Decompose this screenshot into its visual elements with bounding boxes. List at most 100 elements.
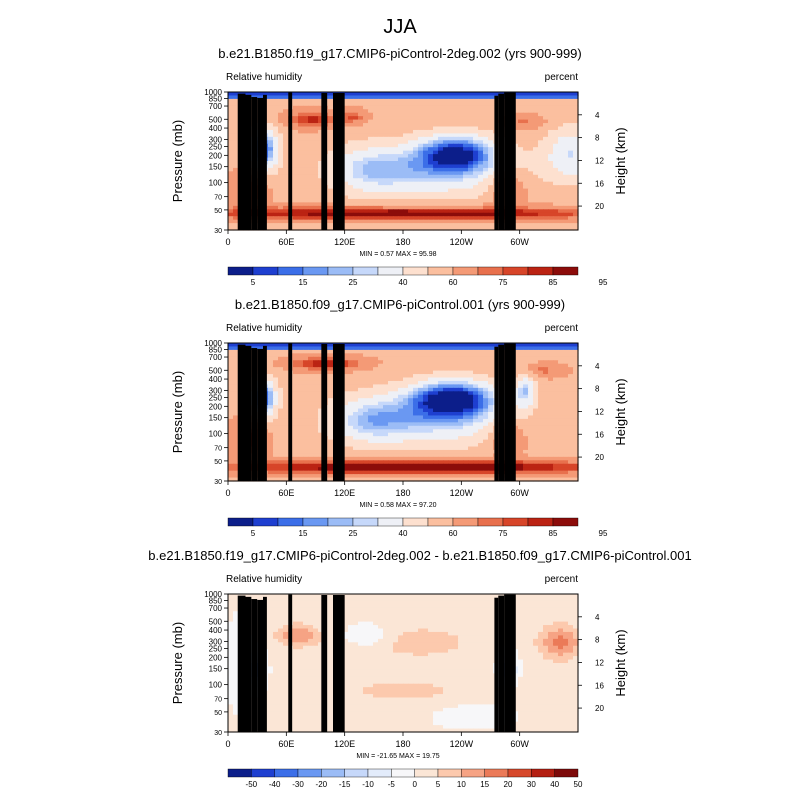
contour-cell: [328, 394, 334, 399]
contour-cell: [473, 178, 479, 183]
contour-cell: [353, 422, 359, 427]
contour-cell: [558, 216, 564, 221]
contour-cell: [438, 161, 444, 166]
contour-cell: [518, 112, 524, 117]
contour-cell: [318, 157, 324, 162]
contour-cell: [553, 136, 559, 141]
contour-cell: [393, 185, 399, 190]
contour-cell: [458, 102, 464, 107]
contour-cell: [418, 360, 424, 365]
contour-cell: [343, 143, 349, 148]
contour-cell: [528, 380, 534, 385]
contour-cell: [278, 92, 284, 97]
contour-cell: [283, 391, 289, 396]
contour-cell: [438, 98, 444, 103]
contour-cell: [303, 443, 309, 448]
contour-cell: [543, 157, 549, 162]
contour-cell: [403, 171, 409, 176]
contour-cell: [478, 185, 484, 190]
contour-cell: [373, 192, 379, 197]
contour-cell: [568, 394, 574, 399]
contour-cell: [318, 223, 324, 228]
contour-cell: [478, 374, 484, 379]
contour-cell: [278, 181, 284, 186]
contour-cell: [488, 98, 494, 103]
contour-cell: [363, 171, 369, 176]
contour-cell: [448, 119, 454, 124]
contour-cell: [373, 171, 379, 176]
panel: b.e21.B1850.f19_g17.CMIP6-piControl-2deg…: [170, 46, 628, 287]
contour-cell: [313, 164, 319, 169]
contour-cell: [463, 102, 469, 107]
contour-cell: [558, 346, 564, 351]
contour-cell: [558, 377, 564, 382]
contour-cell: [558, 129, 564, 134]
contour-cell: [473, 374, 479, 379]
contour-cell: [353, 126, 359, 131]
contour-cell: [543, 443, 549, 448]
contour-cell: [273, 209, 279, 214]
contour-cell: [568, 223, 574, 228]
contour-cell: [473, 195, 479, 200]
contour-cell: [458, 136, 464, 141]
contour-cell: [293, 92, 299, 97]
contour-cell: [308, 405, 314, 410]
contour-cell: [438, 154, 444, 159]
contour-cell: [378, 150, 384, 155]
contour-cell: [468, 370, 474, 375]
contour-cell: [468, 353, 474, 358]
contour-cell: [483, 415, 489, 420]
contour-cell: [473, 150, 479, 155]
contour-cell: [543, 387, 549, 392]
contour-cell: [463, 443, 469, 448]
contour-cell: [378, 223, 384, 228]
contour-cell: [533, 346, 539, 351]
contour-cell: [403, 405, 409, 410]
contour-cell: [448, 401, 454, 406]
contour-cell: [228, 133, 234, 138]
contour-cell: [228, 205, 234, 210]
colorbar-label: 25: [349, 278, 358, 287]
contour-cell: [408, 212, 414, 217]
contour-cell: [438, 418, 444, 423]
contour-cell: [398, 185, 404, 190]
contour-cell: [383, 174, 389, 179]
contour-cell: [293, 405, 299, 410]
contour-cell: [293, 212, 299, 217]
contour-cell: [398, 429, 404, 434]
contour-cell: [343, 370, 349, 375]
contour-cell: [518, 349, 524, 354]
contour-cell: [513, 226, 519, 231]
contour-cell: [528, 161, 534, 166]
contour-cell: [228, 367, 234, 372]
contour-cell: [328, 384, 334, 389]
contour-cell: [408, 363, 414, 368]
contour-cell: [383, 391, 389, 396]
contour-cell: [393, 174, 399, 179]
contour-cell: [283, 377, 289, 382]
contour-cell: [308, 174, 314, 179]
y-tick-label: 850: [209, 94, 223, 103]
contour-cell: [363, 195, 369, 200]
contour-cell: [438, 178, 444, 183]
contour-cell: [393, 226, 399, 231]
contour-cell: [453, 374, 459, 379]
contour-cell: [428, 105, 434, 110]
contour-cell: [543, 436, 549, 441]
contour-cell: [518, 181, 524, 186]
contour-cell: [303, 181, 309, 186]
contour-cell: [558, 185, 564, 190]
contour-cell: [348, 164, 354, 169]
contour-cell: [278, 219, 284, 224]
contour-cell: [548, 384, 554, 389]
contour-cell: [513, 443, 519, 448]
contour-cell: [518, 136, 524, 141]
contour-cell: [393, 367, 399, 372]
contour-cell: [363, 380, 369, 385]
contour-cell: [378, 154, 384, 159]
contour-cell: [303, 360, 309, 365]
contour-cell: [293, 356, 299, 361]
contour-cell: [388, 384, 394, 389]
contour-cell: [233, 356, 239, 361]
contour-cell: [273, 370, 279, 375]
